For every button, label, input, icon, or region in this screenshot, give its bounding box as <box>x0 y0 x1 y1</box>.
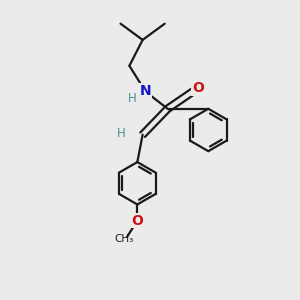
Text: CH₃: CH₃ <box>114 234 133 244</box>
Text: O: O <box>192 81 204 95</box>
Text: N: N <box>140 84 152 98</box>
Text: H: H <box>117 127 126 140</box>
Text: H: H <box>128 92 137 105</box>
Text: O: O <box>131 214 143 228</box>
